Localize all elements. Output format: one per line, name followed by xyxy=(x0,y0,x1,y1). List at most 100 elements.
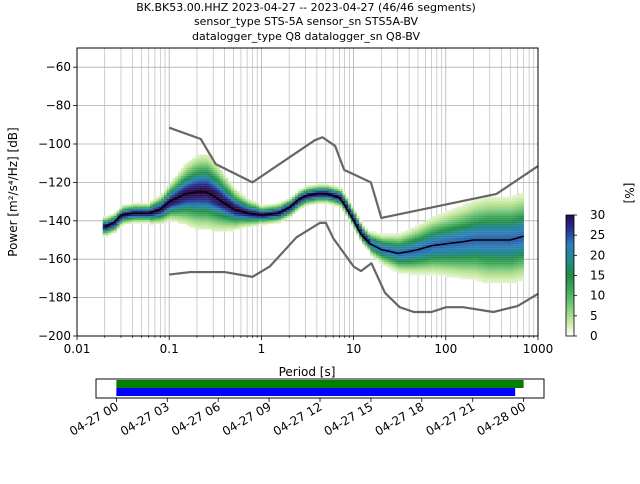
density-cell xyxy=(141,221,145,224)
density-cell xyxy=(425,252,430,255)
density-cell xyxy=(203,208,207,211)
density-cell xyxy=(392,246,396,249)
density-cell xyxy=(462,206,466,209)
density-cell xyxy=(334,187,338,190)
density-cell xyxy=(328,192,332,195)
density-cell xyxy=(375,237,380,240)
density-cell xyxy=(194,217,198,220)
density-cell xyxy=(336,187,340,190)
density-cell xyxy=(465,225,469,228)
density-cell xyxy=(398,258,402,261)
density-cell xyxy=(191,189,196,192)
density-cell xyxy=(306,191,310,193)
density-cell xyxy=(225,196,229,199)
density-cell xyxy=(481,275,485,278)
colorbar-segment xyxy=(566,225,574,228)
density-cell xyxy=(403,240,407,243)
density-cell xyxy=(465,242,469,245)
density-cell xyxy=(451,240,455,243)
density-cell xyxy=(191,216,196,218)
density-cell xyxy=(306,198,310,201)
density-cell xyxy=(197,198,201,201)
density-cell xyxy=(462,212,466,215)
density-cell xyxy=(222,192,226,195)
density-cell xyxy=(462,271,466,274)
density-cell xyxy=(328,200,332,203)
density-cell xyxy=(484,237,488,240)
density-cell xyxy=(386,237,391,240)
density-cell xyxy=(451,254,455,257)
density-cell xyxy=(492,271,497,274)
density-cell xyxy=(364,246,368,249)
density-cell xyxy=(166,219,170,222)
density-cell xyxy=(317,191,321,193)
density-cell xyxy=(147,202,151,205)
density-cell xyxy=(487,264,491,266)
density-cell xyxy=(490,267,494,270)
density-cell xyxy=(225,181,229,184)
density-cell xyxy=(269,219,274,222)
density-cell xyxy=(456,216,460,218)
density-cell xyxy=(194,225,198,228)
density-cell xyxy=(467,246,471,249)
density-cell xyxy=(481,248,485,251)
density-cell xyxy=(509,227,513,230)
density-cell xyxy=(317,200,321,203)
density-cell xyxy=(459,208,463,211)
density-cell xyxy=(356,231,360,234)
x-tick-label: 0.01 xyxy=(64,342,91,356)
density-cell xyxy=(490,277,494,280)
density-cell xyxy=(219,198,223,201)
density-cell xyxy=(439,264,444,266)
density-cell xyxy=(456,267,460,270)
density-cell xyxy=(467,275,471,278)
density-cell xyxy=(303,189,307,192)
density-cell xyxy=(501,252,505,255)
density-cell xyxy=(203,210,207,213)
density-cell xyxy=(501,264,505,266)
density-cell xyxy=(509,198,513,201)
density-cell xyxy=(295,202,299,205)
density-cell xyxy=(445,227,449,230)
density-cell xyxy=(261,223,265,226)
density-cell xyxy=(520,202,524,205)
density-cell xyxy=(400,244,405,247)
density-cell xyxy=(158,202,162,205)
density-cell xyxy=(219,202,223,205)
timeline-tick-label: 04-27 06 xyxy=(169,399,223,438)
density-cell xyxy=(186,216,190,218)
density-cell xyxy=(233,196,237,199)
density-cell xyxy=(484,210,488,213)
density-cell xyxy=(233,221,237,224)
density-cell xyxy=(465,204,469,207)
density-cell xyxy=(211,214,215,216)
density-cell xyxy=(164,189,168,192)
density-cell xyxy=(378,239,382,241)
density-cell xyxy=(211,206,215,209)
density-cell xyxy=(189,189,193,192)
density-cell xyxy=(222,177,226,180)
density-cell xyxy=(442,221,446,224)
density-cell xyxy=(515,206,519,209)
density-cell xyxy=(244,217,249,220)
density-cell xyxy=(208,169,212,172)
density-cell xyxy=(247,214,251,216)
density-cell xyxy=(437,258,441,261)
density-cell xyxy=(520,227,524,230)
density-cell xyxy=(456,244,460,247)
density-cell xyxy=(214,216,218,218)
density-cell xyxy=(353,214,357,216)
density-cell xyxy=(467,256,471,259)
density-cell xyxy=(214,192,218,195)
density-cell xyxy=(239,216,243,218)
density-cell xyxy=(467,269,471,272)
density-cell xyxy=(512,210,516,213)
density-cell xyxy=(423,248,427,251)
density-cell xyxy=(501,225,505,228)
density-cell xyxy=(470,273,474,276)
density-cell xyxy=(395,269,399,272)
density-cell xyxy=(395,250,399,253)
density-cell xyxy=(515,208,519,211)
density-cell xyxy=(484,258,488,261)
density-cell xyxy=(105,225,109,228)
